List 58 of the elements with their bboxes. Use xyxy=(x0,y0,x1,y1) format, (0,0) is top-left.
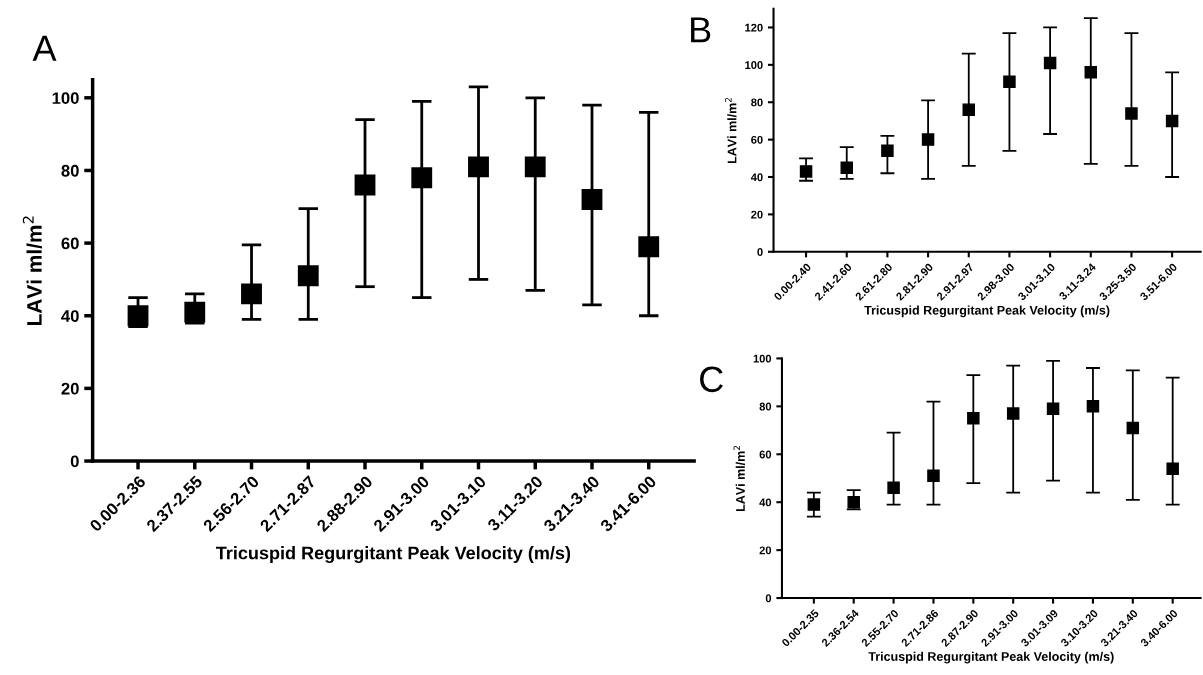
y-tick-label: 0 xyxy=(757,248,763,256)
chart-title: B xyxy=(691,17,711,43)
x-axis-title: Tricuspid Regurgitant Peak Velocity (m/s) xyxy=(864,305,1110,318)
y-tick-label: 60 xyxy=(759,450,772,459)
x-axis-title: Tricuspid Regurgitant Peak Velocity (m/s) xyxy=(216,546,571,564)
y-tick-label: 20 xyxy=(61,382,79,395)
point xyxy=(524,156,546,178)
point xyxy=(1125,107,1138,120)
point xyxy=(1126,421,1140,435)
point xyxy=(921,133,935,146)
y-tick-label: 20 xyxy=(759,546,772,555)
point xyxy=(127,305,149,327)
point xyxy=(840,161,853,174)
y-tick-label: 80 xyxy=(751,98,763,107)
point xyxy=(1006,407,1020,420)
y-tick-label: 20 xyxy=(751,210,763,219)
point xyxy=(241,283,262,305)
y-axis-title: LAVi ml/m$^{2}$ xyxy=(725,97,737,164)
point xyxy=(1166,462,1179,475)
point xyxy=(1043,56,1057,70)
y-tick-label: 0 xyxy=(765,594,772,603)
point xyxy=(847,495,860,509)
point xyxy=(887,481,900,495)
y-tick-label: 120 xyxy=(745,23,763,32)
point xyxy=(807,498,821,511)
point xyxy=(581,189,603,210)
y-tick-label: 0 xyxy=(70,455,79,468)
point xyxy=(799,165,813,178)
point xyxy=(411,167,433,189)
point xyxy=(1046,402,1060,415)
chart-title: C xyxy=(700,366,723,393)
point xyxy=(354,174,376,196)
y-tick-label: 60 xyxy=(61,237,79,250)
point xyxy=(967,412,980,425)
y-axis-title: LAVi ml/m$^{2}$ xyxy=(22,216,43,325)
point xyxy=(881,144,894,158)
point xyxy=(1165,114,1179,128)
y-tick-label: 80 xyxy=(61,164,79,177)
chart-title: A xyxy=(32,35,57,61)
y-tick-label: 80 xyxy=(759,402,772,411)
point xyxy=(927,469,940,483)
y-tick-label: 100 xyxy=(52,92,79,105)
point xyxy=(638,236,660,258)
point xyxy=(1086,400,1100,413)
y-tick-label: 100 xyxy=(745,61,763,69)
point xyxy=(962,103,976,116)
y-tick-label: 40 xyxy=(759,498,772,507)
y-axis-title: LAVi ml/m$^{2}$ xyxy=(733,445,745,512)
point xyxy=(184,301,206,323)
y-tick-label: 60 xyxy=(751,135,763,144)
point xyxy=(1084,66,1098,79)
point xyxy=(468,156,489,178)
y-tick-label: 40 xyxy=(750,173,763,182)
point xyxy=(1003,75,1016,88)
x-axis-title: Tricuspid Regurgitant Peak Velocity (m/s) xyxy=(868,651,1114,664)
y-tick-label: 100 xyxy=(753,354,772,363)
point xyxy=(297,265,319,287)
y-tick-label: 40 xyxy=(61,310,79,322)
